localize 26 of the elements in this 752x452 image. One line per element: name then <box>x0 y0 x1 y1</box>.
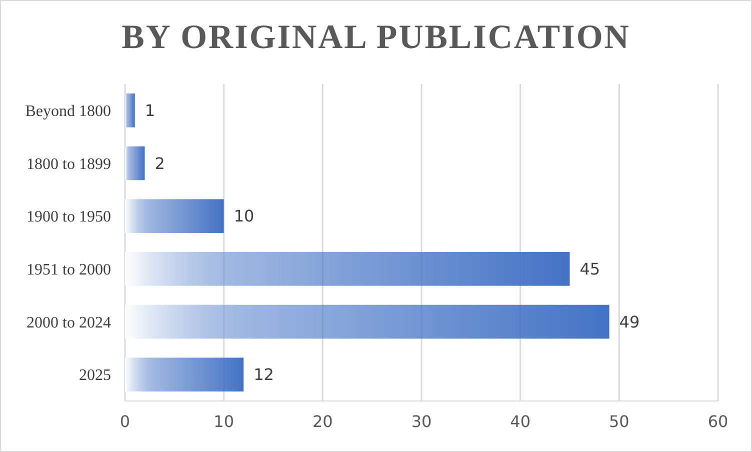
data-label: 2 <box>154 154 165 173</box>
x-tick-label: 40 <box>510 412 531 431</box>
bar <box>125 199 224 233</box>
y-tick-label: Beyond 1800 <box>25 103 111 120</box>
data-label: 10 <box>234 206 254 226</box>
bar <box>125 252 570 286</box>
data-label: 45 <box>580 260 600 279</box>
y-tick-label: 1900 to 1950 <box>26 208 111 226</box>
x-tick-label: 0 <box>120 412 130 431</box>
bar <box>125 94 135 128</box>
bar <box>125 146 145 180</box>
data-label: 12 <box>254 365 274 384</box>
x-tick-label: 20 <box>312 412 333 431</box>
y-tick-label: 2025 <box>79 367 111 384</box>
data-label: 49 <box>619 312 640 332</box>
y-tick-label: 2000 to 2024 <box>26 314 111 332</box>
data-label: 1 <box>144 101 156 120</box>
x-tick-label: 50 <box>608 412 630 431</box>
bar <box>125 358 244 392</box>
bar <box>125 304 610 339</box>
y-tick-label: 1800 to 1899 <box>26 156 111 173</box>
y-tick-label: 1951 to 2000 <box>26 262 111 279</box>
x-tick-label: 30 <box>411 412 432 431</box>
x-tick-label: 60 <box>708 412 728 431</box>
x-tick-label: 10 <box>214 412 234 431</box>
chart-title: BY ORIGINAL PUBLICATION <box>122 19 630 56</box>
